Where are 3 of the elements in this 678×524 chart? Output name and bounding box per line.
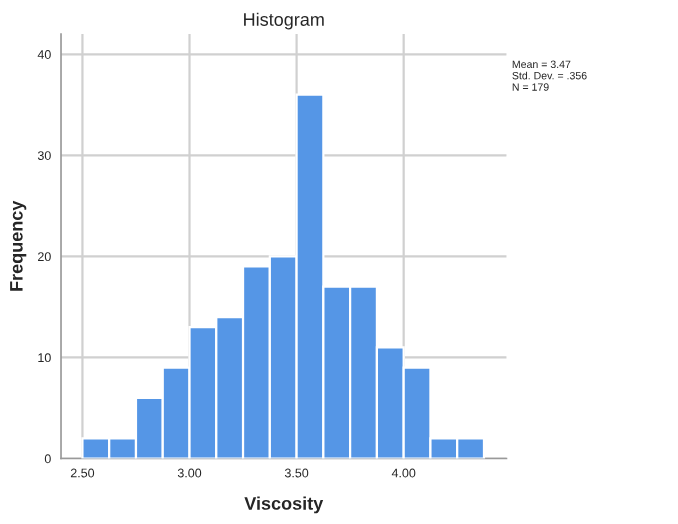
x-axis-title: Viscosity <box>244 496 324 514</box>
y-axis-title: Frequency <box>10 200 27 291</box>
chart-title: Histogram <box>244 12 324 30</box>
